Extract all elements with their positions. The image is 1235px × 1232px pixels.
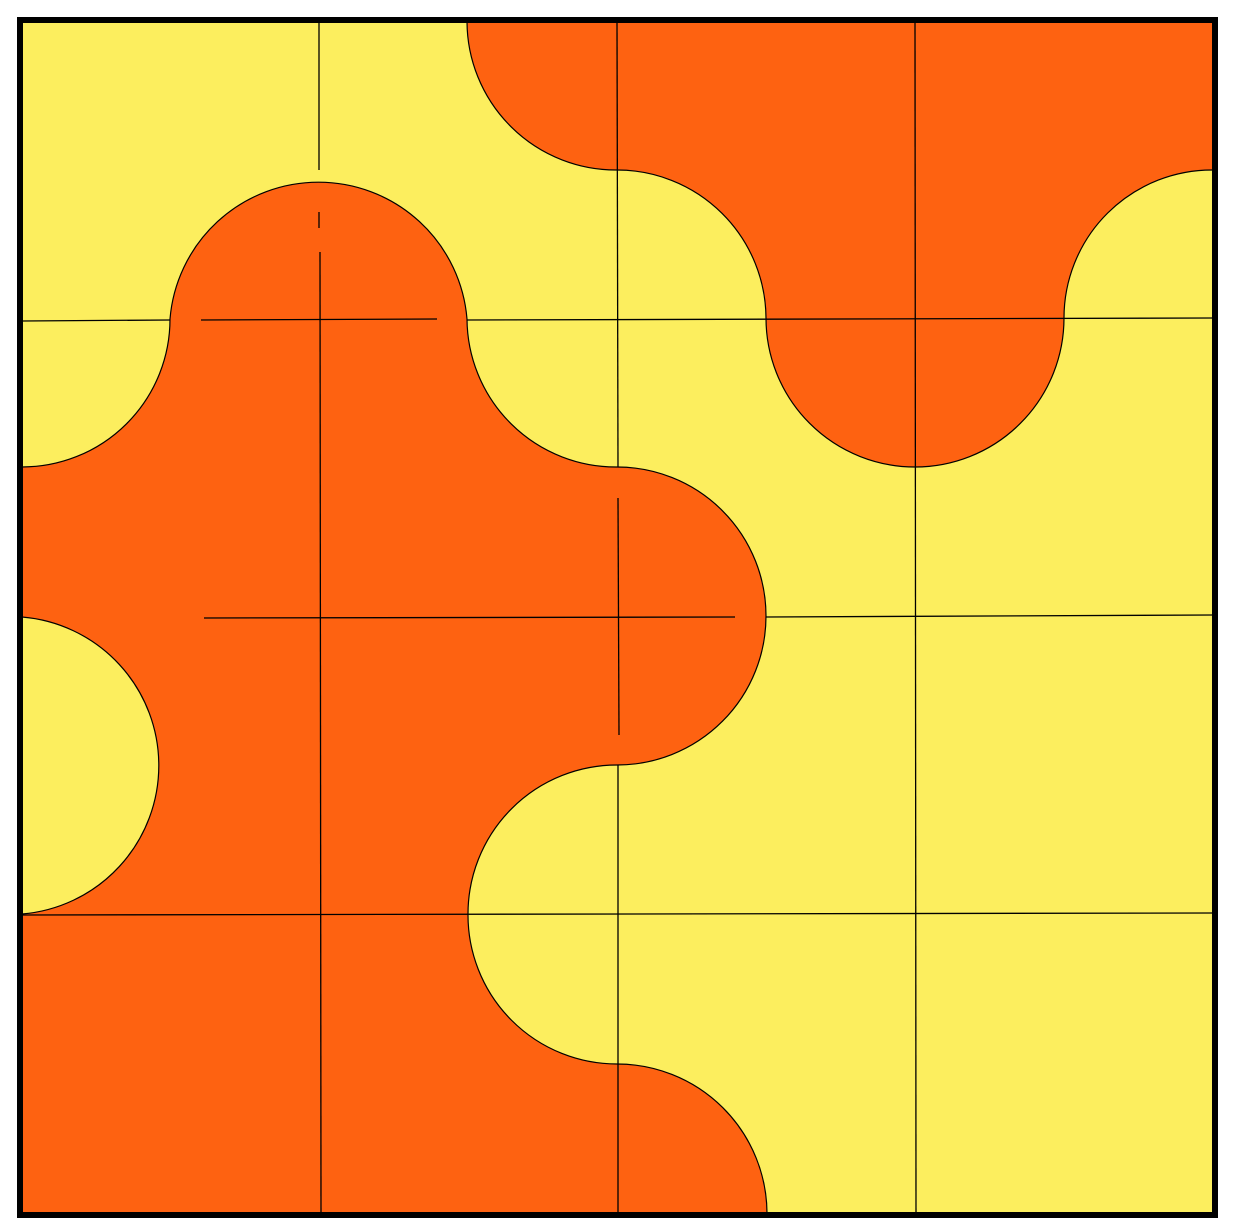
grid-line-h2	[765, 614, 1214, 618]
curve-outline-top	[466, 21, 1214, 468]
tile-r3-c3[interactable]	[915, 915, 1213, 1213]
curve-outlines	[21, 21, 1214, 1214]
tile-r3-c0[interactable]	[22, 915, 320, 1213]
grid-line-h1	[200, 318, 438, 321]
tile-r0-c2[interactable]	[618, 22, 916, 320]
tile-r0-c3[interactable]	[915, 22, 1213, 320]
grid-line-v1	[319, 251, 322, 1214]
tile-r2-c1[interactable]	[320, 618, 618, 916]
grid-line-v3	[914, 21, 917, 1214]
tile-r1-c0[interactable]	[22, 320, 320, 618]
orange-region-main	[22, 182, 767, 1213]
grid-line-v2	[617, 497, 620, 736]
tile-r0-c0[interactable]	[22, 22, 320, 320]
orange-region-top-right	[467, 22, 1213, 467]
grid-line-h1	[466, 317, 1214, 321]
grid-line-h3	[21, 912, 1214, 916]
grid-line-h2	[203, 616, 736, 619]
tile-hit-areas	[22, 22, 1213, 1213]
curve-outline-left-bump	[21, 616, 160, 915]
tile-r2-c0[interactable]	[22, 618, 320, 916]
tile-r2-c2[interactable]	[618, 618, 916, 916]
tile-r1-c3[interactable]	[915, 320, 1213, 618]
tile-r3-c2[interactable]	[618, 915, 916, 1213]
board-border	[17, 17, 1218, 1218]
curve-outline-main	[21, 181, 768, 1214]
tile-r0-c1[interactable]	[320, 22, 618, 320]
tile-r1-c1[interactable]	[320, 320, 618, 618]
tile-r3-c1[interactable]	[320, 915, 618, 1213]
tile-grid-lines	[21, 21, 1214, 1214]
tile-r1-c2[interactable]	[618, 320, 916, 618]
grid-line-h1	[21, 319, 171, 322]
grid-line-v2	[616, 21, 619, 468]
orange-region-group	[22, 22, 1213, 1213]
tile-r2-c3[interactable]	[915, 618, 1213, 916]
